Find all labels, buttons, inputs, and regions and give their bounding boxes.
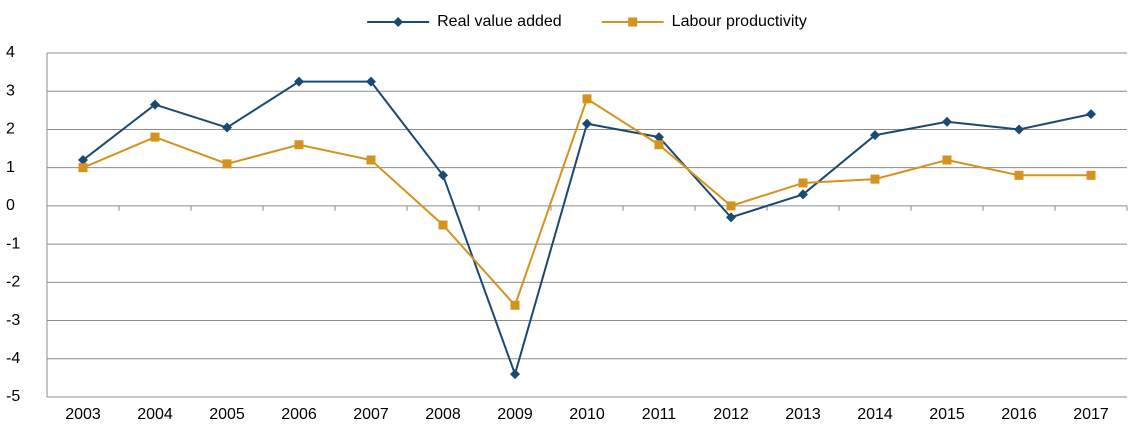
point	[582, 118, 592, 129]
x-tick-label: 2006	[281, 406, 317, 423]
point	[654, 140, 664, 150]
y-tick-label: -5	[6, 388, 20, 405]
x-tick-label: 2003	[65, 406, 101, 423]
point	[438, 170, 448, 181]
point	[942, 116, 952, 127]
x-tick-label: 2017	[1073, 406, 1109, 423]
point	[78, 163, 88, 173]
point	[150, 99, 160, 110]
point	[222, 159, 232, 169]
point	[438, 220, 448, 230]
y-tick-label: 4	[6, 44, 15, 61]
x-tick-label: 2008	[425, 406, 461, 423]
point	[798, 178, 808, 188]
point	[942, 155, 952, 165]
legend-marker	[628, 17, 638, 27]
y-tick-label: -2	[6, 274, 20, 291]
x-tick-label: 2009	[497, 406, 533, 423]
x-tick-label: 2010	[569, 406, 605, 423]
x-tick-label: 2015	[929, 406, 965, 423]
point	[870, 174, 880, 184]
point	[294, 140, 304, 150]
point	[1086, 109, 1096, 120]
point	[726, 212, 736, 223]
y-tick-label: 2	[6, 121, 15, 138]
point	[1014, 170, 1024, 180]
x-tick-label: 2011	[642, 406, 677, 423]
point	[510, 369, 520, 380]
y-tick-label: 1	[6, 159, 15, 176]
point	[1014, 124, 1024, 135]
legend-label: Real value added	[437, 13, 562, 30]
point	[654, 132, 664, 143]
y-tick-label: 0	[6, 197, 15, 214]
x-tick-label: 2013	[785, 406, 821, 423]
x-tick-label: 2004	[137, 406, 173, 423]
point	[1086, 170, 1096, 180]
x-tick-label: 2005	[209, 406, 245, 423]
legend-marker	[393, 17, 404, 27]
y-tick-label: -4	[6, 350, 20, 367]
point	[582, 94, 592, 104]
point	[222, 122, 232, 133]
point	[726, 201, 736, 211]
y-tick-label: -3	[6, 312, 20, 329]
point	[510, 300, 520, 310]
x-tick-label: 2014	[857, 406, 893, 423]
point	[294, 76, 304, 87]
point	[366, 155, 376, 165]
x-tick-label: 2016	[1001, 406, 1037, 423]
point	[78, 155, 88, 166]
point	[798, 189, 808, 200]
point	[366, 76, 376, 87]
y-tick-label: 3	[6, 82, 15, 99]
y-tick-label: -1	[6, 235, 20, 252]
legend-label: Labour productivity	[672, 13, 807, 30]
point	[150, 132, 160, 142]
x-tick-label: 2007	[353, 406, 389, 423]
point	[870, 130, 880, 141]
x-tick-label: 2012	[713, 406, 749, 423]
